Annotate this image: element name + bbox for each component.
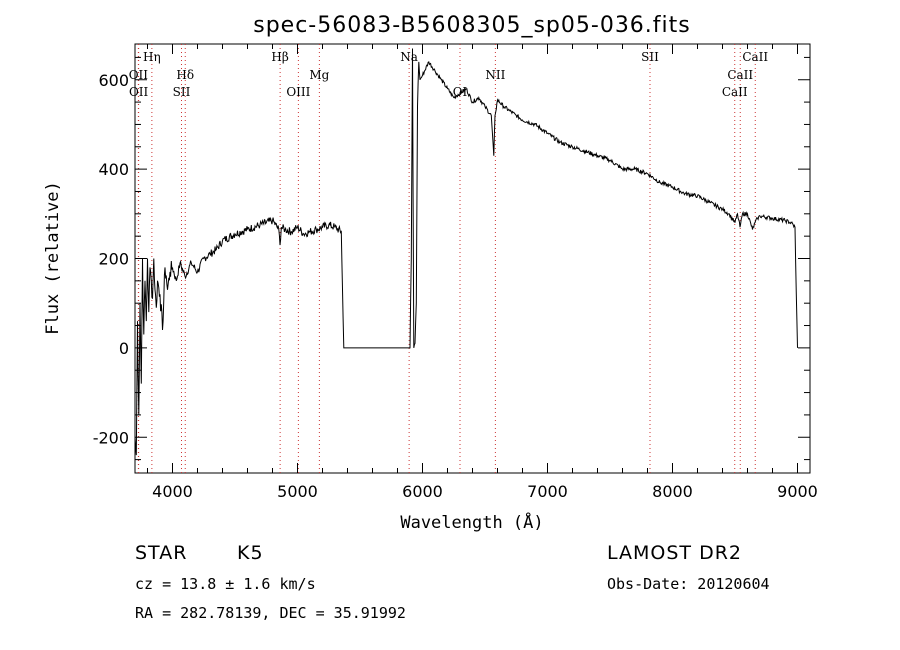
line-marker-label: Na: [400, 50, 418, 64]
x-tick-label: 5000: [277, 482, 318, 501]
spectrum-chart: spec-56083-B5608305_sp05-036.fits 4000 50…: [43, 13, 818, 533]
line-marker-label: OII: [129, 85, 149, 99]
line-marker-label: SII: [173, 85, 191, 99]
object-class: STAR: [135, 542, 188, 564]
object-subclass: K5: [237, 542, 264, 564]
line-labels: Hη OII OII Hδ SII Hβ OIII Mg Na OI NII SII CaII CaII C…: [129, 50, 769, 99]
spectrum-series: [134, 48, 798, 456]
x-axis-label: Wavelength (Å): [400, 511, 543, 533]
line-marker-label: Hη: [143, 50, 161, 64]
x-tick-label: 8000: [652, 482, 693, 501]
x-tick-label: 7000: [527, 482, 568, 501]
line-marker-label: Hδ: [176, 68, 194, 82]
line-marker-label: CaII: [722, 85, 748, 99]
y-tick-label: 200: [98, 250, 129, 269]
line-marker-label: OIII: [286, 85, 310, 99]
x-tick-label: 9000: [777, 482, 818, 501]
y-tick-label: 0: [119, 339, 129, 358]
line-marker-label: NII: [485, 68, 505, 82]
axis-ticks: 4000 5000 6000 7000 8000 9000 -200 0 200 400 600: [93, 44, 818, 501]
line-marker-label: Hβ: [271, 50, 288, 64]
line-marker-label: Mg: [309, 68, 329, 82]
y-tick-label: -200: [93, 428, 129, 447]
line-marker-label: CaII: [742, 50, 768, 64]
spectrum-line: [134, 48, 798, 456]
plot-frame: [134, 43, 811, 474]
line-markers: [137, 44, 756, 473]
chart-title: spec-56083-B5608305_sp05-036.fits: [253, 13, 691, 38]
y-tick-label: 400: [98, 160, 129, 179]
coordinates: RA = 282.78139, DEC = 35.91992: [135, 604, 406, 622]
y-axis-label: Flux (relative): [43, 181, 63, 335]
x-tick-label: 4000: [152, 482, 193, 501]
y-tick-label: 600: [98, 71, 129, 90]
x-tick-label: 6000: [402, 482, 443, 501]
obs-date: Obs-Date: 20120604: [607, 575, 770, 593]
line-marker-label: OI: [453, 85, 468, 99]
line-marker-label: CaII: [727, 68, 753, 82]
redshift-cz: cz = 13.8 ± 1.6 km/s: [135, 575, 316, 593]
line-marker-label: SII: [641, 50, 659, 64]
line-marker-label: OII: [129, 68, 149, 82]
survey-name: LAMOST DR2: [607, 542, 742, 564]
